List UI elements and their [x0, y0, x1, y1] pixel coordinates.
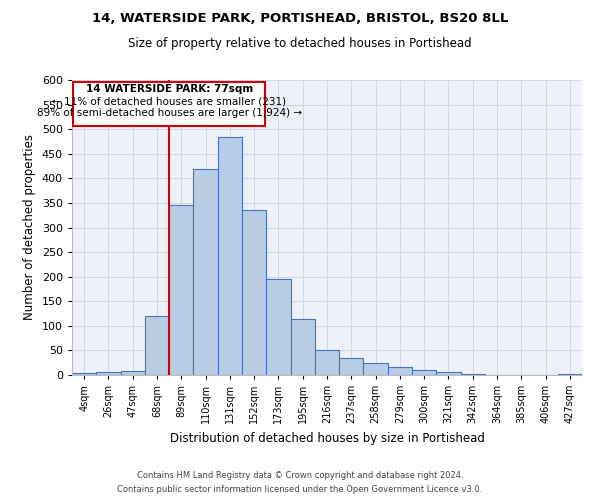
Bar	[339, 358, 364, 375]
X-axis label: Distribution of detached houses by size in Portishead: Distribution of detached houses by size …	[170, 432, 484, 444]
Text: Size of property relative to detached houses in Portishead: Size of property relative to detached ho…	[128, 38, 472, 51]
Bar	[242, 210, 266, 375]
Bar	[96, 372, 121, 375]
Bar	[290, 320, 315, 375]
Bar	[73, 82, 265, 126]
Y-axis label: Number of detached properties: Number of detached properties	[23, 134, 36, 320]
Text: 14, WATERSIDE PARK, PORTISHEAD, BRISTOL, BS20 8LL: 14, WATERSIDE PARK, PORTISHEAD, BRISTOL,…	[92, 12, 508, 26]
Bar	[388, 366, 412, 375]
Bar	[193, 168, 218, 375]
Bar	[412, 370, 436, 375]
Text: Contains public sector information licensed under the Open Government Licence v3: Contains public sector information licen…	[118, 484, 482, 494]
Bar	[169, 206, 193, 375]
Bar	[364, 362, 388, 375]
Bar	[218, 136, 242, 375]
Bar	[315, 350, 339, 375]
Bar	[266, 279, 290, 375]
Text: ← 11% of detached houses are smaller (231): ← 11% of detached houses are smaller (23…	[52, 96, 286, 106]
Text: 14 WATERSIDE PARK: 77sqm: 14 WATERSIDE PARK: 77sqm	[86, 84, 253, 94]
Bar	[72, 372, 96, 375]
Bar	[461, 374, 485, 375]
Text: Contains HM Land Registry data © Crown copyright and database right 2024.: Contains HM Land Registry data © Crown c…	[137, 472, 463, 480]
Text: 89% of semi-detached houses are larger (1,924) →: 89% of semi-detached houses are larger (…	[37, 108, 302, 118]
Bar	[558, 374, 582, 375]
Bar	[145, 316, 169, 375]
Bar	[121, 371, 145, 375]
Bar	[436, 372, 461, 375]
